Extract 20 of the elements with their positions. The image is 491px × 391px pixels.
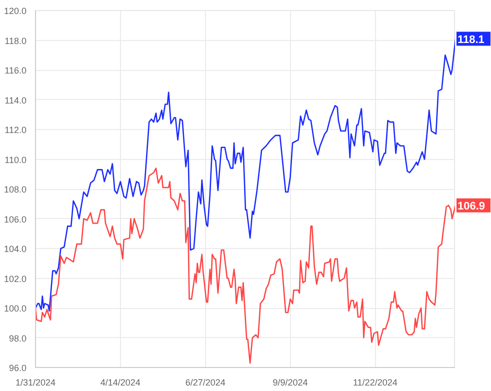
- y-tick-label: 104.0: [4, 244, 27, 254]
- y-tick-label: 118.0: [4, 36, 27, 46]
- y-tick-label: 98.0: [8, 333, 27, 344]
- y-tick-label: 112.0: [4, 125, 27, 135]
- y-tick-label: 100.0: [4, 304, 27, 314]
- x-tick-label: 9/9/2024: [272, 378, 308, 388]
- x-tick-label: 11/22/2024: [352, 378, 398, 388]
- y-tick-label: 106.0: [4, 214, 27, 224]
- y-tick-label: 114.0: [4, 95, 27, 106]
- annotation: 118.1: [458, 34, 484, 46]
- annotation: 106.9: [458, 200, 486, 212]
- x-tick-label: 1/31/2024: [15, 378, 56, 388]
- x-tick-label: 6/27/2024: [185, 378, 226, 388]
- y-tick-label: 116.0: [4, 66, 27, 76]
- y-tick-label: 110.0: [4, 154, 27, 165]
- x-tick-label: 4/14/2024: [100, 378, 140, 388]
- y-tick-label: 120.0: [4, 6, 27, 16]
- y-tick-label: 108.0: [4, 184, 27, 194]
- y-tick-label: 96.0: [8, 363, 27, 373]
- y-tick-label: 102.0: [4, 274, 27, 284]
